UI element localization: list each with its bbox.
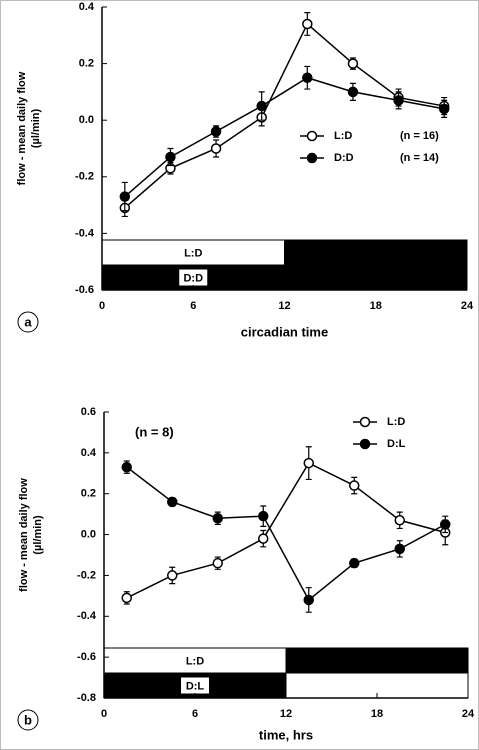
x-tick-label: 0 [99, 300, 105, 312]
light-bar-label: D:L [186, 680, 205, 692]
data-point [303, 457, 314, 469]
series-line [124, 22, 445, 209]
x-tick-label: 6 [190, 300, 196, 312]
data-point [302, 18, 313, 30]
data-point [212, 557, 223, 569]
legend-label: L:D [334, 130, 352, 142]
data-point [167, 496, 178, 508]
data-point [165, 151, 176, 163]
y-tick-label: -0.6 [75, 284, 94, 296]
y-tick-label: -0.2 [75, 171, 94, 183]
y-tick-label: -0.8 [77, 692, 96, 704]
y-axis-label: (µl/min) [32, 515, 44, 555]
light-bar-segment [284, 239, 468, 266]
data-point [121, 592, 132, 604]
series-line [126, 462, 446, 599]
data-point [121, 461, 132, 473]
y-tick-label: -0.4 [75, 227, 95, 239]
data-point [258, 533, 269, 544]
data-point [347, 86, 359, 98]
data-point [210, 143, 222, 154]
light-bar-segment [285, 647, 469, 674]
y-tick-label: 0.2 [79, 58, 94, 70]
y-axis-label: flow - mean daily flow [18, 478, 30, 592]
legend-marker [306, 152, 318, 164]
data-point [210, 126, 222, 137]
light-bar-label-box [179, 244, 208, 261]
data-point [440, 519, 451, 530]
x-tick-label: 24 [461, 300, 474, 312]
data-point [258, 510, 269, 522]
y-tick-label: 0.2 [81, 488, 96, 500]
x-tick-label: 18 [370, 300, 382, 312]
light-bar-label: D:D [183, 272, 203, 284]
legend-note: (n = 16) [400, 130, 439, 142]
series-line [126, 466, 446, 602]
panel-badge [17, 709, 39, 731]
light-bar-label-box [181, 677, 209, 694]
y-tick-label: -0.4 [77, 610, 97, 622]
x-axis-label: circadian time [241, 324, 328, 339]
y-tick-label: -0.2 [77, 569, 96, 581]
panel-badge [17, 311, 39, 333]
x-tick-label: 0 [101, 708, 107, 720]
legend-marker [359, 438, 371, 450]
annotation: (n = 8) [135, 424, 174, 439]
data-point [394, 515, 405, 526]
x-tick-label: 12 [280, 708, 292, 720]
light-bar-label: L:D [184, 247, 202, 259]
data-point [256, 100, 267, 112]
data-point [303, 594, 314, 606]
data-point [302, 72, 313, 83]
legend-marker [359, 416, 371, 428]
legend-marker [306, 130, 318, 142]
y-tick-label: 0.0 [81, 528, 96, 540]
data-point [119, 191, 131, 202]
data-point [347, 58, 359, 69]
data-point [438, 103, 450, 115]
panel-letter: b [24, 712, 32, 727]
light-bar-label-box [179, 269, 208, 286]
legend-label: D:L [387, 438, 406, 450]
y-tick-label: 0.0 [79, 114, 94, 126]
x-tick-label: 6 [192, 708, 198, 720]
data-point [212, 512, 223, 524]
x-tick-label: 12 [278, 300, 290, 312]
legend-note: (n = 14) [400, 152, 439, 164]
x-tick-label: 18 [371, 708, 383, 720]
y-axis-label: (µl/min) [30, 109, 42, 149]
panel-letter: a [24, 314, 32, 329]
y-tick-label: -0.6 [77, 651, 96, 663]
light-bar-label: L:D [186, 655, 204, 667]
data-point [393, 95, 404, 106]
x-tick-label: 24 [462, 708, 475, 720]
data-point [394, 543, 405, 555]
x-axis-label: time, hrs [259, 727, 313, 742]
series-line [124, 76, 445, 198]
y-tick-label: 0.4 [79, 1, 95, 13]
legend-label: L:D [387, 416, 405, 428]
light-bar-label-box [181, 652, 209, 669]
y-tick-label: 0.6 [81, 406, 96, 418]
legend-label: D:D [334, 152, 354, 164]
y-axis-label: flow - mean daily flow [16, 71, 28, 185]
data-point [349, 557, 360, 569]
data-point [349, 480, 360, 491]
data-point [167, 570, 178, 581]
y-tick-label: 0.4 [81, 447, 97, 459]
